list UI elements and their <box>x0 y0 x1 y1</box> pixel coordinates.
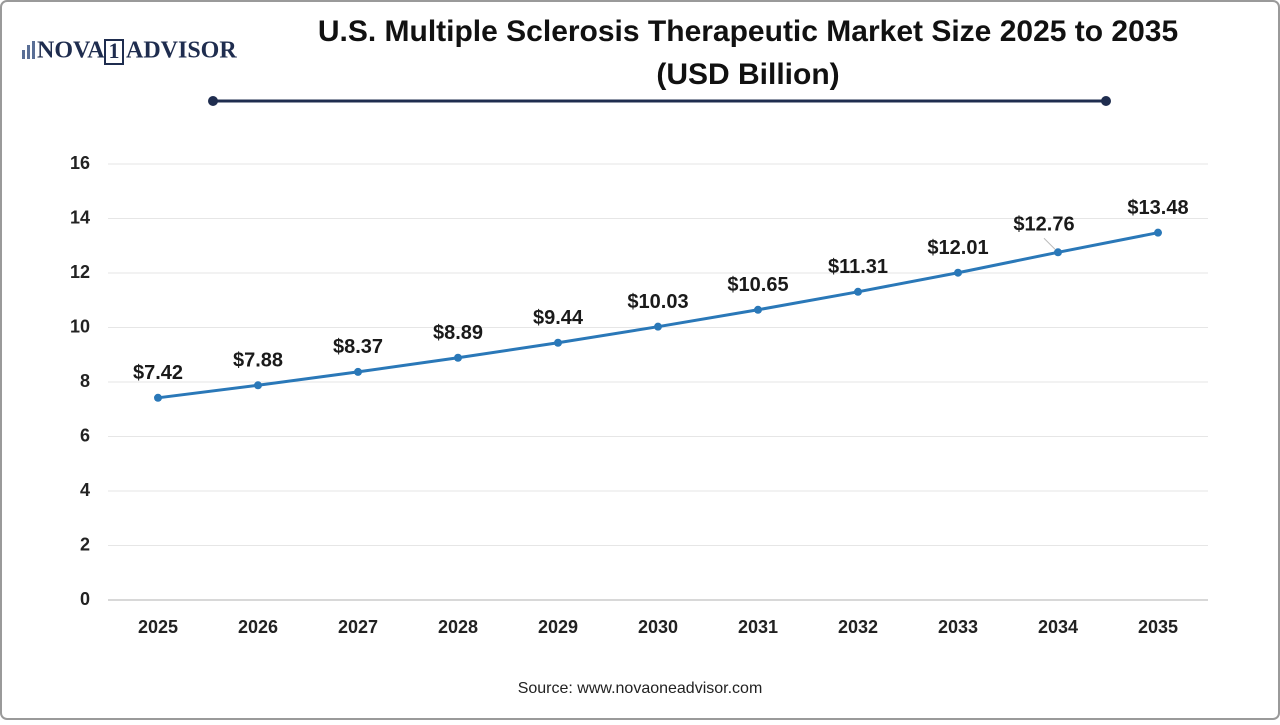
data-point <box>754 305 762 314</box>
chart-title: U.S. Multiple Sclerosis Therapeutic Mark… <box>318 15 1178 48</box>
value-label: $12.76 <box>1013 214 1074 236</box>
y-tick-label: 8 <box>80 371 90 391</box>
value-label: $7.42 <box>133 362 183 384</box>
logo: NOVA 1 ADVISOR <box>22 38 237 65</box>
source: Source: www.novaoneadvisor.com <box>518 680 763 697</box>
data-point <box>454 353 462 362</box>
title-rule-dot <box>1101 96 1111 106</box>
x-tick-label: 2030 <box>638 617 678 637</box>
value-label: $8.37 <box>333 336 383 358</box>
value-label: $8.89 <box>433 322 483 344</box>
y-tick-label: 12 <box>70 262 90 282</box>
data-point <box>154 393 162 402</box>
x-tick-label: 2034 <box>1038 617 1078 637</box>
x-tick-label: 2032 <box>838 617 878 637</box>
x-tick-label: 2028 <box>438 617 478 637</box>
logo-text: ADVISOR <box>126 38 237 64</box>
value-label: $12.01 <box>927 237 988 259</box>
x-tick-label: 2029 <box>538 617 578 637</box>
x-tick-label: 2027 <box>338 617 378 637</box>
value-label: $7.88 <box>233 350 283 372</box>
data-point <box>554 338 562 347</box>
y-tick-label: 2 <box>80 534 90 554</box>
data-point <box>1054 248 1062 257</box>
logo-text: NOVA <box>37 38 105 64</box>
x-tick-label: 2033 <box>938 617 978 637</box>
leader-line <box>1043 237 1056 250</box>
logo-icon <box>27 45 30 59</box>
value-label: $11.31 <box>828 256 888 278</box>
data-point <box>854 287 862 296</box>
value-label: $9.44 <box>533 307 584 329</box>
data-point <box>354 367 362 376</box>
y-tick-label: 0 <box>80 589 90 609</box>
logo-box <box>104 39 124 65</box>
data-point <box>254 381 262 390</box>
data-point <box>954 268 962 277</box>
title-rule-dot <box>208 96 218 106</box>
chart-title: (USD Billion) <box>656 58 839 91</box>
y-tick-label: 6 <box>80 425 90 445</box>
value-label: $10.65 <box>727 274 788 296</box>
x-tick-label: 2025 <box>138 617 178 637</box>
y-tick-label: 10 <box>70 316 90 336</box>
logo-text: 1 <box>109 38 120 63</box>
data-point <box>654 322 662 331</box>
y-tick-label: 14 <box>70 207 90 227</box>
logo-icon <box>22 50 25 59</box>
data-point <box>1154 228 1162 237</box>
x-tick-label: 2026 <box>238 617 278 637</box>
y-tick-label: 16 <box>70 153 90 173</box>
logo-icon <box>32 41 35 59</box>
y-tick-label: 4 <box>80 480 90 500</box>
x-tick-label: 2035 <box>1138 617 1178 637</box>
value-label: $13.48 <box>1127 197 1188 219</box>
x-tick-label: 2031 <box>738 617 778 637</box>
value-label: $10.03 <box>627 291 688 313</box>
